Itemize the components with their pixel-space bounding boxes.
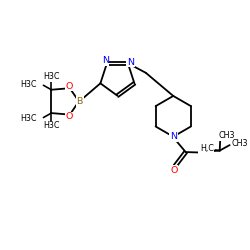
Text: N: N bbox=[170, 132, 177, 141]
Text: N: N bbox=[127, 58, 134, 66]
Text: H3C: H3C bbox=[44, 72, 60, 81]
Text: O: O bbox=[170, 166, 178, 175]
Text: O: O bbox=[66, 82, 73, 90]
Text: H,C: H,C bbox=[200, 144, 214, 153]
Text: H3C: H3C bbox=[44, 122, 60, 130]
Text: O: O bbox=[66, 112, 73, 121]
Text: O: O bbox=[199, 144, 206, 153]
Text: H3C: H3C bbox=[20, 80, 37, 89]
Text: N: N bbox=[102, 56, 109, 66]
Text: H3C: H3C bbox=[20, 114, 37, 123]
Text: B: B bbox=[76, 97, 83, 106]
Text: CH3: CH3 bbox=[219, 132, 236, 140]
Text: CH3: CH3 bbox=[231, 139, 248, 148]
